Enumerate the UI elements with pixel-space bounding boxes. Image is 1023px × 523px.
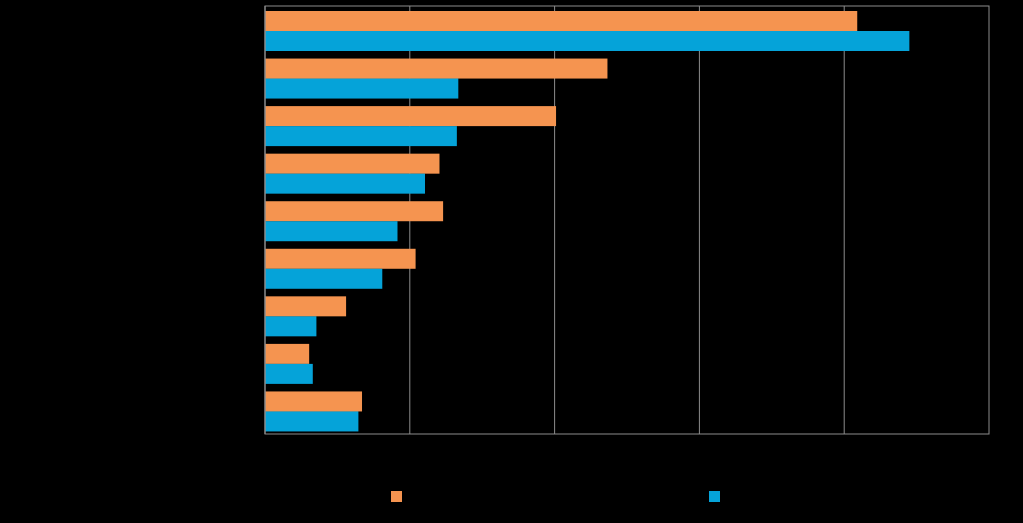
bar-series-1-cat-5: [265, 201, 444, 222]
bar-series-2-cat-3: [265, 126, 457, 147]
bar-series-1-cat-1: [265, 11, 858, 31]
legend-swatch-series-2: [709, 491, 720, 502]
bar-series-1-cat-9: [265, 391, 363, 412]
bar-series-2-cat-6: [265, 268, 383, 289]
bar-series-1-cat-7: [265, 296, 347, 317]
bar-series-1-cat-3: [265, 106, 557, 127]
legend: [391, 491, 720, 502]
bar-series-2-cat-5: [265, 221, 398, 242]
bar-series-2-cat-9: [265, 411, 359, 432]
bar-series-2-cat-4: [265, 173, 426, 194]
bar-series-2-cat-2: [265, 78, 459, 99]
bars: [265, 11, 910, 432]
bar-series-1-cat-6: [265, 248, 416, 269]
bar-series-1-cat-2: [265, 58, 608, 79]
axes: [264, 5, 990, 435]
bar-series-2-cat-8: [265, 363, 313, 384]
bar-series-2-cat-7: [265, 316, 317, 337]
legend-swatch-series-1: [391, 491, 402, 502]
bar-series-1-cat-4: [265, 153, 440, 174]
bar-series-1-cat-8: [265, 343, 310, 364]
bar-series-2-cat-1: [265, 31, 910, 51]
